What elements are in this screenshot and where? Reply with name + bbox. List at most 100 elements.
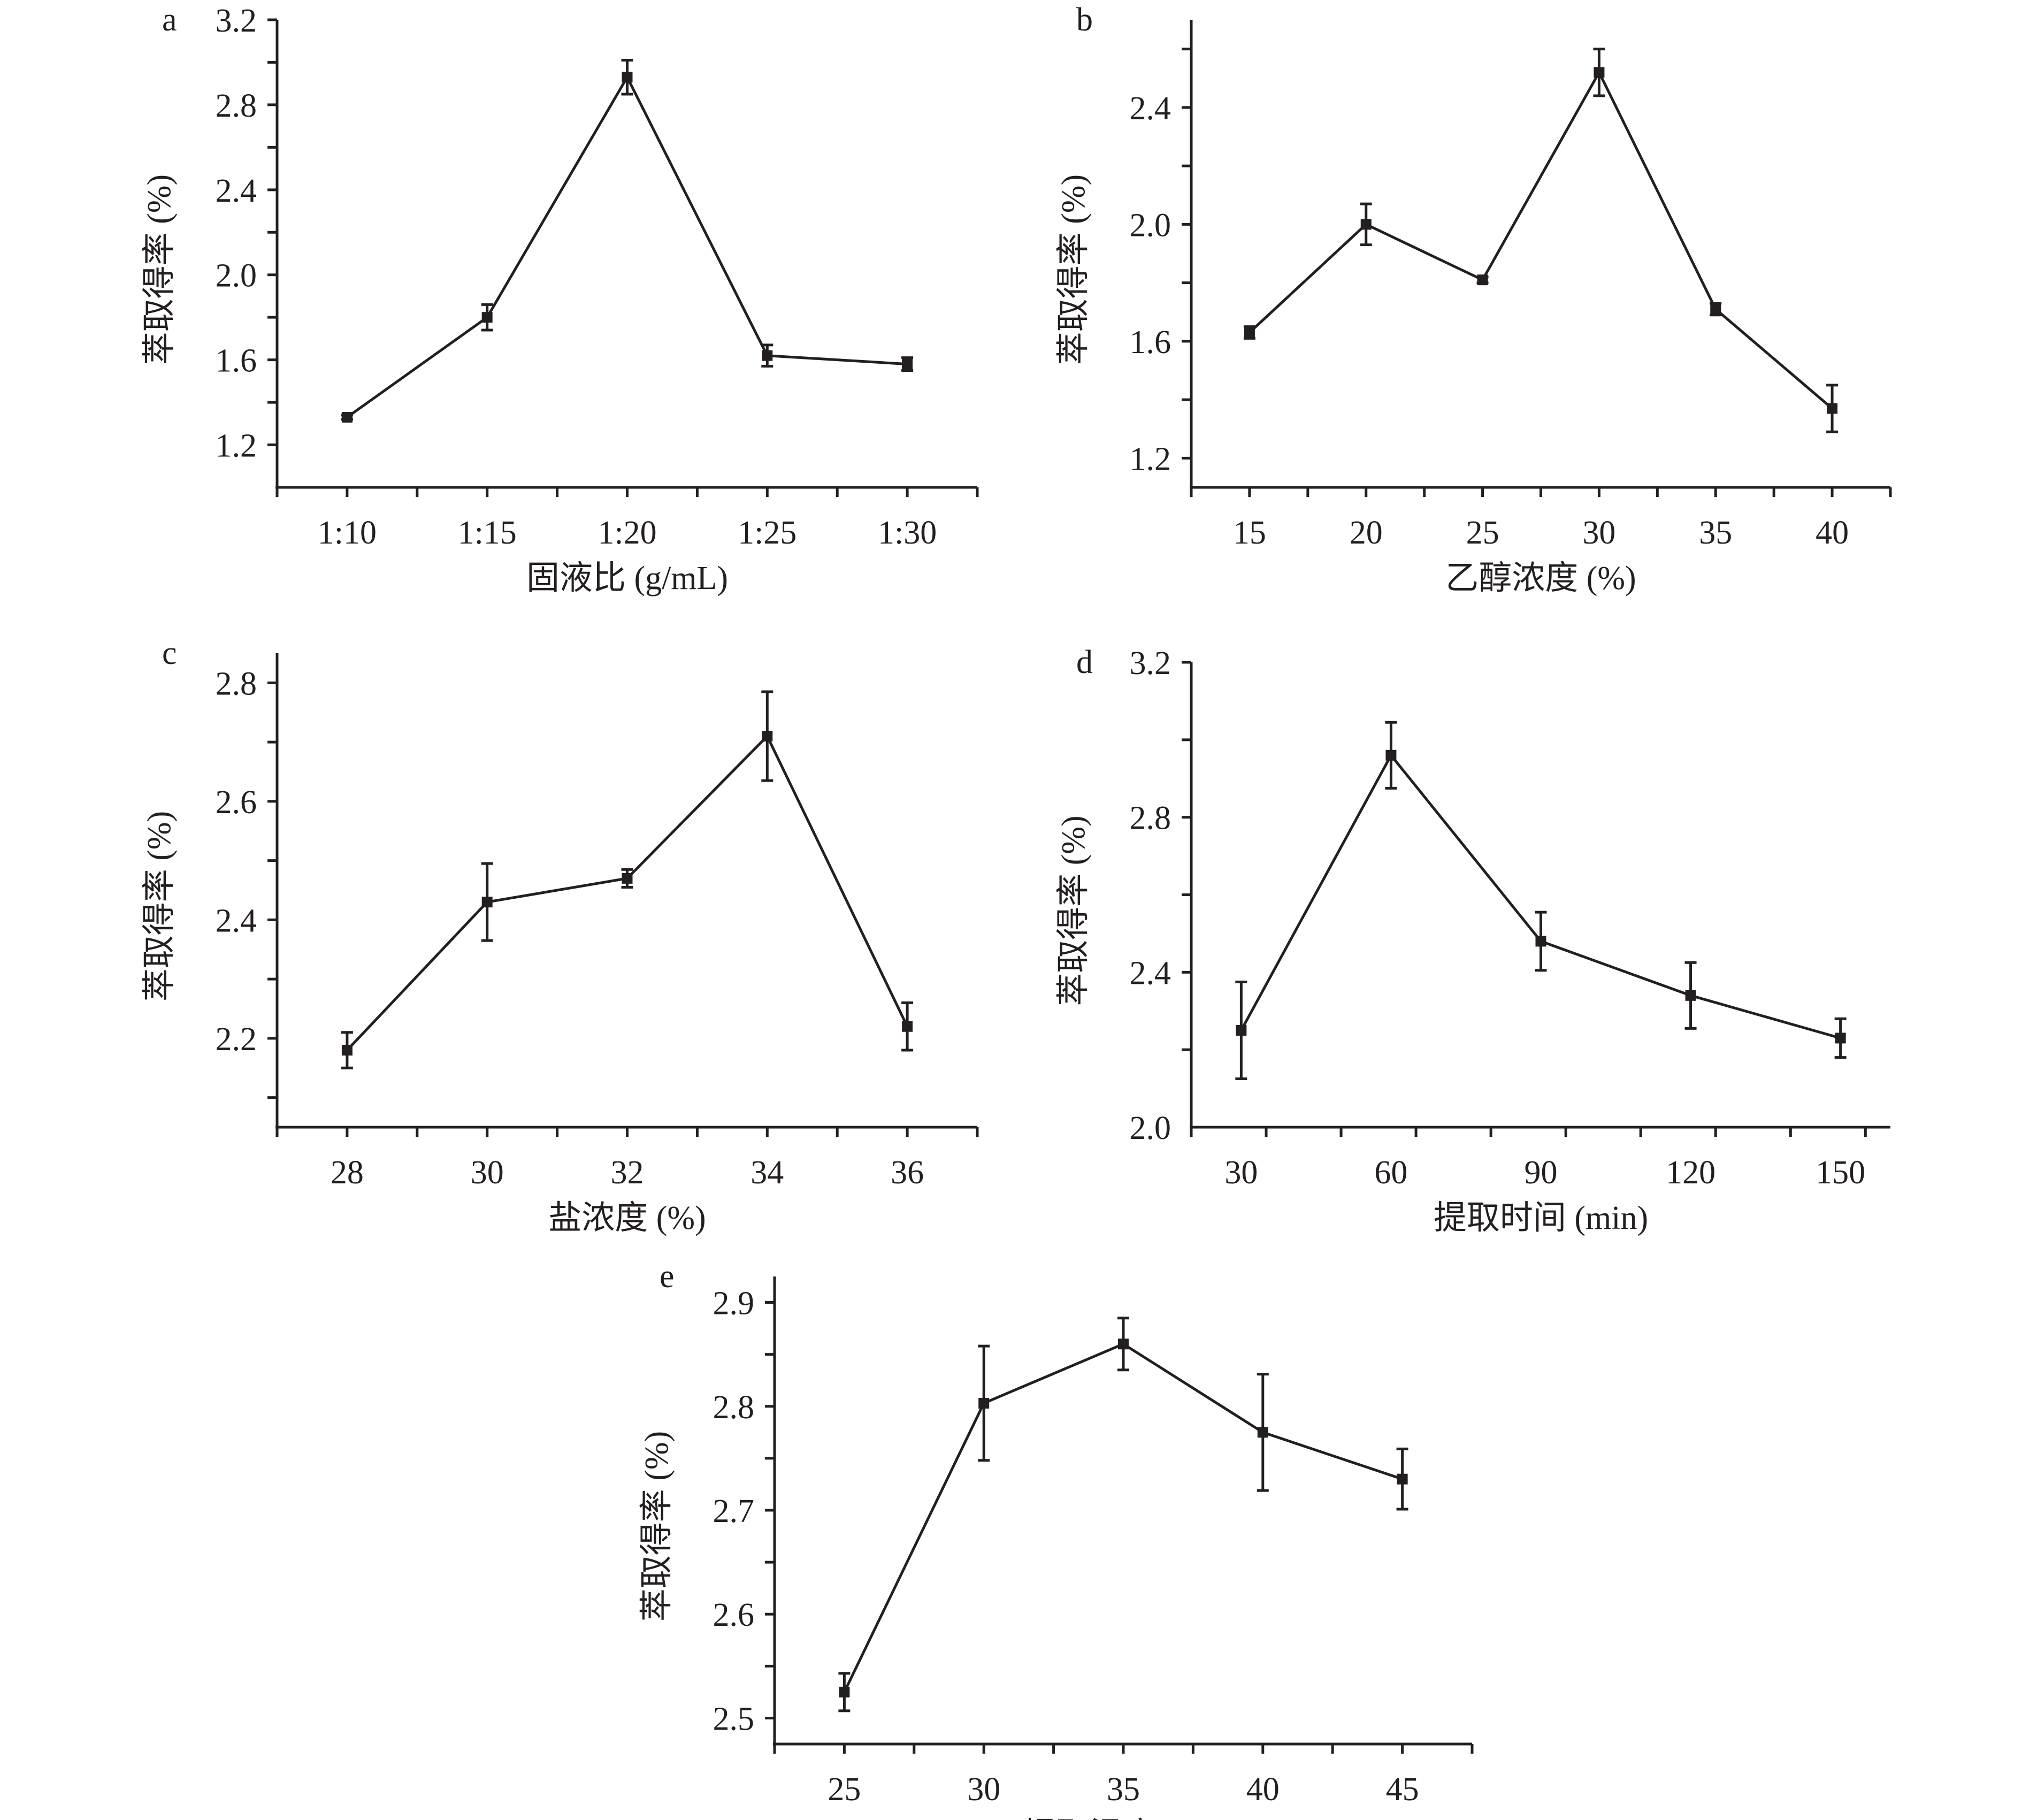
data-point-marker bbox=[341, 411, 353, 423]
chart-panel-b: 1.2 1.6 2.0 2.4 15 20 25 30 35 40 乙醇浓度 (%) 萃取得率 (%)… bbox=[1055, 2, 1892, 597]
series-line bbox=[346, 74, 908, 418]
y-tick-label: 2.6 bbox=[216, 784, 257, 821]
x-tick-label: 1:10 bbox=[318, 515, 377, 551]
x-axis-title: 盐浓度 (%) bbox=[548, 1200, 706, 1236]
x-axis-title: 提取时间 (min) bbox=[1434, 1200, 1648, 1236]
y-tick-label: 3.2 bbox=[1130, 645, 1171, 682]
x-tick-label: 40 bbox=[1246, 1771, 1280, 1808]
y-tick-label: 2.9 bbox=[713, 1286, 755, 1322]
data-point-marker bbox=[1360, 219, 1372, 230]
y-tick-label: 3.2 bbox=[216, 3, 257, 39]
chart-panel-e: 2.5 2.6 2.7 2.8 2.9 25 30 35 40 45 提取温度 (℃) 萃取得率 (%… bbox=[639, 1258, 1474, 1820]
panel-letter: a bbox=[162, 2, 177, 38]
data-point-marker bbox=[622, 873, 633, 884]
x-tick-label: 1:15 bbox=[458, 515, 517, 551]
series-line bbox=[843, 1342, 1403, 1693]
data-point-marker bbox=[481, 312, 493, 323]
x-tick-label: 30 bbox=[471, 1154, 504, 1191]
x-tick-label: 32 bbox=[611, 1154, 644, 1191]
y-tick-label: 2.8 bbox=[216, 666, 257, 702]
x-axis-title: 固液比 (g/mL) bbox=[526, 560, 728, 597]
data-point-marker bbox=[978, 1397, 990, 1409]
panel-letter: c bbox=[162, 635, 177, 671]
chart-panel-a: 1.2 1.6 2.0 2.4 2.8 3.2 1:10 1:15 1:20 1:25 1:30 固液… bbox=[141, 2, 979, 597]
y-tick-label: 2.2 bbox=[216, 1021, 257, 1058]
x-tick-label: 25 bbox=[1466, 515, 1499, 551]
data-point-marker bbox=[1385, 750, 1397, 761]
y-tick-label: 2.8 bbox=[1130, 800, 1171, 837]
y-tick-label: 2.6 bbox=[713, 1597, 755, 1633]
y-axis-title: 萃取得率 (%) bbox=[1055, 174, 1092, 365]
x-tick-label: 120 bbox=[1666, 1154, 1715, 1191]
data-point-marker bbox=[622, 72, 633, 83]
x-tick-label: 30 bbox=[1224, 1154, 1258, 1191]
data-point-marker bbox=[341, 1045, 353, 1056]
chart-panel-c: 2.2 2.4 2.6 2.8 28 30 32 34 36 盐浓度 (%) 萃取得率 (%) c bbox=[141, 635, 979, 1236]
y-tick-label: 2.4 bbox=[1130, 955, 1171, 991]
data-point-marker bbox=[1535, 936, 1546, 947]
data-point-marker bbox=[1685, 990, 1696, 1001]
y-tick-label: 2.8 bbox=[216, 88, 257, 124]
x-tick-label: 35 bbox=[1107, 1771, 1140, 1808]
y-tick-label: 2.0 bbox=[1130, 1110, 1171, 1146]
x-tick-label: 60 bbox=[1374, 1154, 1407, 1191]
y-axis-title: 萃取得率 (%) bbox=[141, 174, 178, 365]
data-point-marker bbox=[1594, 67, 1605, 78]
y-tick-label: 2.4 bbox=[216, 903, 257, 939]
panel-letter: b bbox=[1076, 2, 1093, 38]
y-tick-label: 2.5 bbox=[713, 1701, 755, 1737]
data-point-marker bbox=[1835, 1033, 1846, 1044]
x-tick-label: 20 bbox=[1350, 515, 1383, 551]
x-axis-title: 乙醇浓度 (%) bbox=[1445, 560, 1636, 597]
y-tick-label: 2.8 bbox=[713, 1389, 755, 1426]
x-tick-label: 1:25 bbox=[738, 515, 796, 551]
y-tick-label: 2.4 bbox=[216, 173, 257, 209]
y-axis-title: 萃取得率 (%) bbox=[141, 811, 178, 1001]
y-tick-label: 1.2 bbox=[1130, 441, 1171, 477]
panel-letter: e bbox=[660, 1258, 675, 1295]
data-point-marker bbox=[762, 350, 773, 361]
series-line bbox=[1240, 753, 1841, 1039]
x-tick-label: 25 bbox=[828, 1771, 861, 1808]
data-point-marker bbox=[902, 1021, 913, 1032]
x-tick-label: 45 bbox=[1386, 1771, 1419, 1808]
x-tick-label: 150 bbox=[1816, 1154, 1865, 1191]
y-axis-title: 萃取得率 (%) bbox=[639, 1431, 675, 1622]
y-tick-label: 2.7 bbox=[713, 1493, 755, 1530]
data-point-marker bbox=[1236, 1024, 1247, 1036]
data-point-marker bbox=[762, 731, 773, 742]
y-tick-label: 1.6 bbox=[216, 343, 257, 379]
y-tick-label: 2.4 bbox=[1130, 90, 1171, 127]
y-axis-title: 萃取得率 (%) bbox=[1055, 815, 1092, 1006]
panel-letter: d bbox=[1076, 644, 1093, 680]
x-tick-label: 90 bbox=[1525, 1154, 1558, 1191]
y-tick-label: 2.0 bbox=[1130, 207, 1171, 243]
data-point-marker bbox=[1827, 403, 1838, 414]
chart-panel-d: 2.0 2.4 2.8 3.2 30 60 90 120 150 提取时间 (min) 萃取得率 (… bbox=[1055, 644, 1890, 1236]
data-point-marker bbox=[1710, 303, 1721, 315]
data-point-marker bbox=[839, 1686, 850, 1697]
data-point-marker bbox=[1244, 327, 1255, 338]
series-line bbox=[346, 733, 909, 1051]
data-point-marker bbox=[1257, 1427, 1268, 1438]
y-tick-label: 2.0 bbox=[216, 258, 257, 294]
data-point-marker bbox=[1118, 1339, 1129, 1350]
x-tick-label: 35 bbox=[1699, 515, 1732, 551]
data-point-marker bbox=[1397, 1473, 1408, 1485]
x-tick-label: 15 bbox=[1233, 515, 1266, 551]
y-tick-label: 1.6 bbox=[1130, 324, 1171, 361]
x-tick-label: 1:20 bbox=[598, 515, 656, 551]
x-tick-label: 40 bbox=[1816, 515, 1849, 551]
x-tick-label: 30 bbox=[1582, 515, 1615, 551]
x-axis-title: 提取温度 (℃) bbox=[1023, 1817, 1223, 1820]
x-tick-label: 34 bbox=[750, 1154, 784, 1191]
series-line bbox=[1249, 69, 1833, 410]
y-tick-label: 1.2 bbox=[216, 428, 257, 464]
data-point-marker bbox=[902, 358, 913, 370]
x-tick-label: 1:30 bbox=[878, 515, 937, 551]
data-point-marker bbox=[1477, 274, 1488, 286]
x-tick-label: 28 bbox=[331, 1154, 364, 1191]
data-point-marker bbox=[481, 897, 493, 908]
x-tick-label: 30 bbox=[967, 1771, 1000, 1808]
